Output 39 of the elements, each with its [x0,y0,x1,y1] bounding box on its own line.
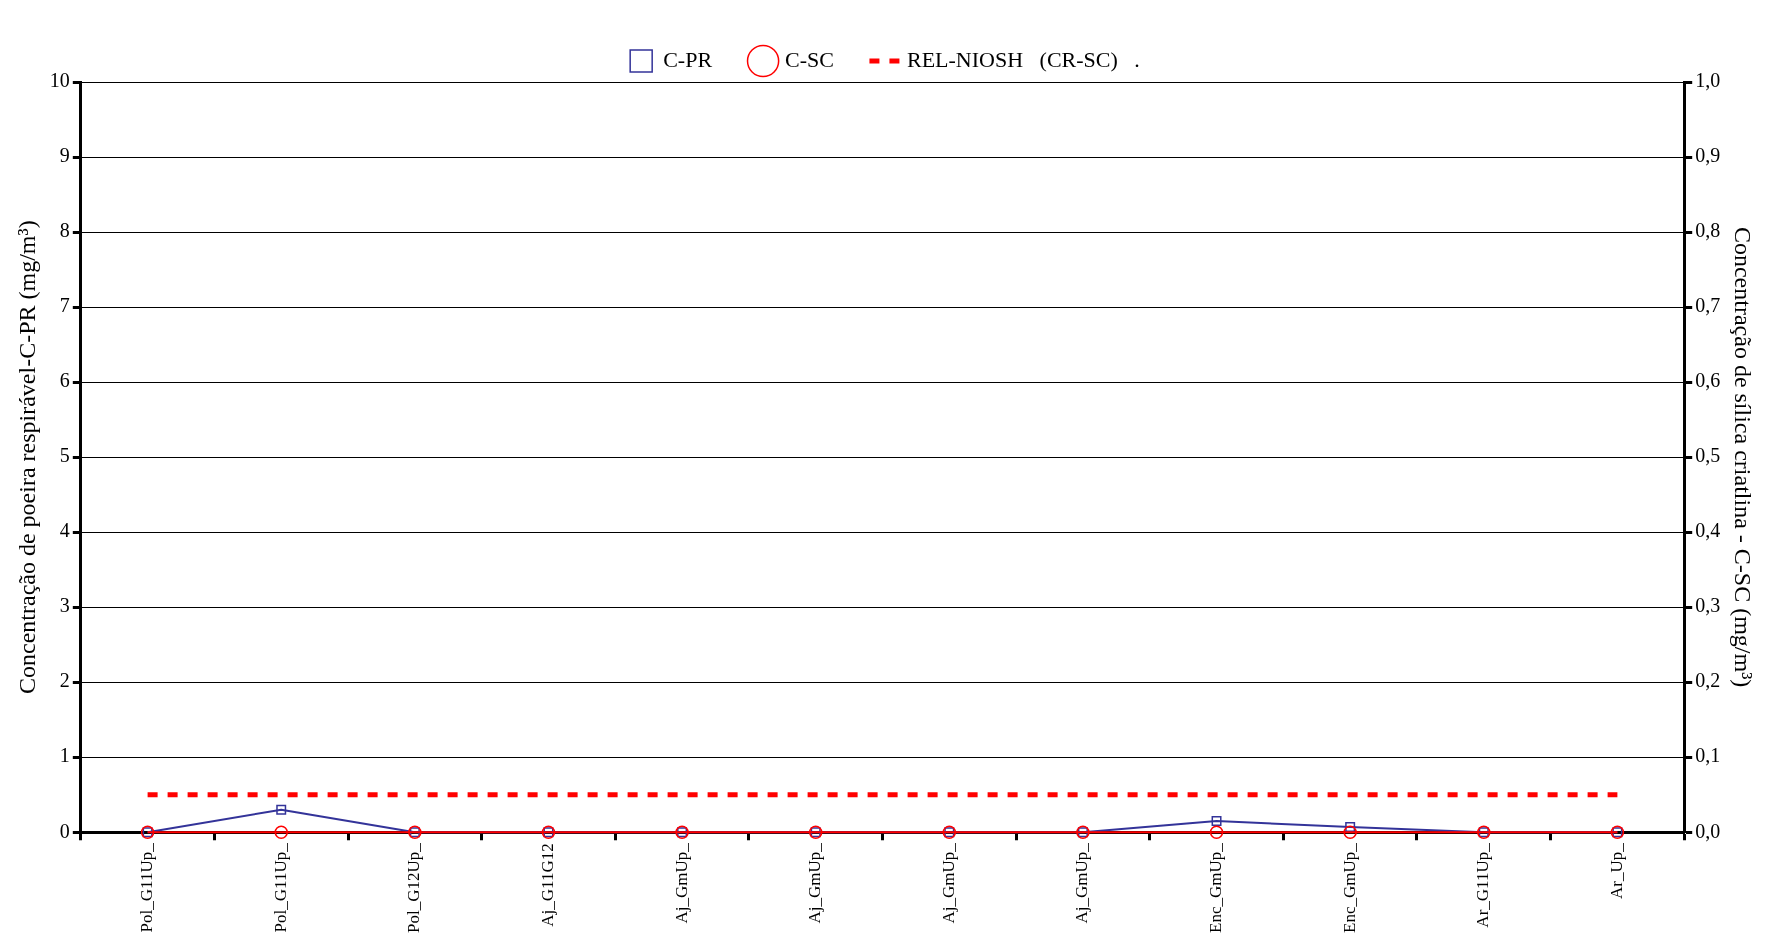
y-tick-label: 6 [59,369,70,392]
y2-tick-label: 0,7 [1695,294,1721,317]
x-tick-label: Aj_G11G12 [537,843,557,927]
y-tick-label: 1 [59,744,70,767]
x-tick-label: Pol_G12Up_ [404,842,424,933]
y2-tick-label: 0,5 [1695,444,1721,467]
legend-label: REL-NIOSH (CR-SC) . [906,46,1140,72]
y2-tick-label: 0,2 [1695,669,1721,692]
y2-axis-title: Concentração de sílica criatlina - C-SC (mg/m³) [1730,226,1757,688]
y2-tick-label: 0,8 [1695,219,1721,242]
legend-label: C-SC [785,46,834,72]
y-tick-label: 10 [49,69,70,92]
x-tick-label: Aj_GmUp_ [805,842,825,924]
x-tick-label: Ar_Up_ [1606,842,1626,899]
y-tick-label: 8 [59,219,70,242]
x-tick-label: Pol_G11Up_ [270,842,290,933]
y-tick-label: 2 [59,669,70,692]
x-tick-label: Enc_GmUp_ [1206,842,1226,933]
y2-tick-label: 1,0 [1695,69,1721,92]
x-tick-label: Enc_GmUp_ [1339,842,1359,933]
x-tick-label: Pol_G11Up_ [137,842,157,933]
legend-label: C-PR [663,46,713,72]
y2-tick-label: 0,0 [1695,819,1721,842]
y2-tick-label: 0,6 [1695,369,1721,392]
y-tick-label: 9 [59,144,70,167]
y2-tick-label: 0,3 [1695,594,1721,617]
x-tick-label: Ar_G11Up_ [1473,842,1493,928]
y-tick-label: 3 [59,594,70,617]
y-tick-label: 0 [59,819,70,842]
y-tick-label: 7 [59,294,70,317]
x-tick-label: Aj_GmUp_ [938,842,958,924]
y-tick-label: 4 [59,519,70,542]
y2-tick-label: 0,9 [1695,144,1721,167]
x-tick-label: Aj_GmUp_ [1072,842,1092,924]
y2-tick-label: 0,4 [1695,519,1721,542]
y-tick-label: 5 [59,444,70,467]
x-tick-label: Aj_GmUp_ [671,842,691,924]
y2-tick-label: 0,1 [1695,744,1721,767]
y-axis-title: Concentração de poeira respirável-C-PR (mg/m³) [13,220,40,694]
